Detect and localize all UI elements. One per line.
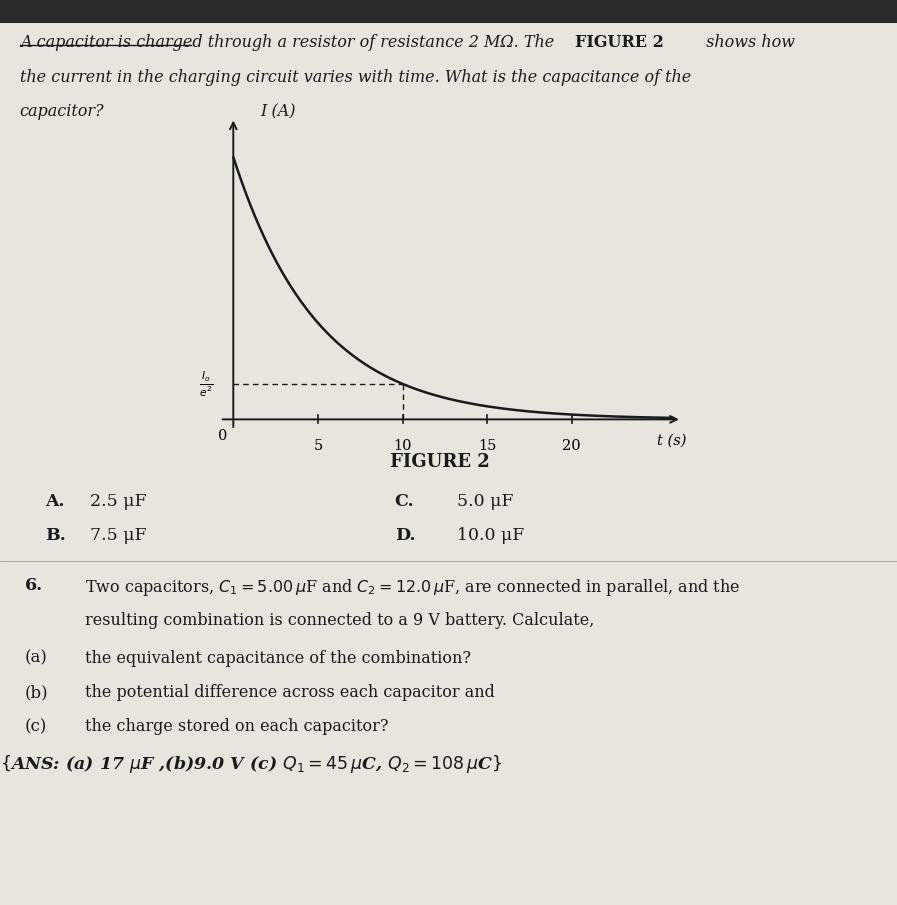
Text: FIGURE 2: FIGURE 2 [575,34,664,52]
Text: 7.5 μF: 7.5 μF [90,527,146,544]
Text: FIGURE 2: FIGURE 2 [389,452,490,471]
Text: 6.: 6. [25,577,43,595]
Text: the equivalent capacitance of the combination?: the equivalent capacitance of the combin… [85,650,471,667]
Text: 10.0 μF: 10.0 μF [457,527,525,544]
Text: 5.0 μF: 5.0 μF [457,493,514,510]
Text: (b): (b) [25,684,48,701]
Text: (a): (a) [25,650,48,667]
Text: resulting combination is connected to a 9 V battery. Calculate,: resulting combination is connected to a … [85,612,595,629]
Text: I (A): I (A) [260,103,296,120]
Text: A capacitor is charged through a resistor of resistance 2 MΩ. The: A capacitor is charged through a resisto… [20,34,559,52]
Text: the current in the charging circuit varies with time. What is the capacitance of: the current in the charging circuit vari… [20,69,691,86]
Text: $\{$ANS: (a) 17 $\mu$F ,(b)9.0 V (c) $Q_1 = 45\,\mu$C, $Q_2 = 108\,\mu$C$\}$: $\{$ANS: (a) 17 $\mu$F ,(b)9.0 V (c) $Q_… [0,753,502,775]
Text: 2.5 μF: 2.5 μF [90,493,146,510]
Text: C.: C. [395,493,414,510]
Text: 0: 0 [219,429,228,443]
Text: $\frac{I_o}{e^2}$: $\frac{I_o}{e^2}$ [199,369,213,398]
Text: t (s): t (s) [658,433,687,448]
Text: A.: A. [45,493,65,510]
Bar [0,0,897,23]
Text: D.: D. [395,527,415,544]
Text: B.: B. [45,527,65,544]
Text: Two capacitors, $C_1 = 5.00\,\mu$F and $C_2 = 12.0\,\mu$F, are connected in para: Two capacitors, $C_1 = 5.00\,\mu$F and $… [85,577,741,598]
Text: shows how: shows how [701,34,796,52]
Text: capacitor?: capacitor? [20,103,104,120]
Text: (c): (c) [25,719,48,736]
Text: the potential difference across each capacitor and: the potential difference across each cap… [85,684,495,701]
Text: the charge stored on each capacitor?: the charge stored on each capacitor? [85,719,388,736]
